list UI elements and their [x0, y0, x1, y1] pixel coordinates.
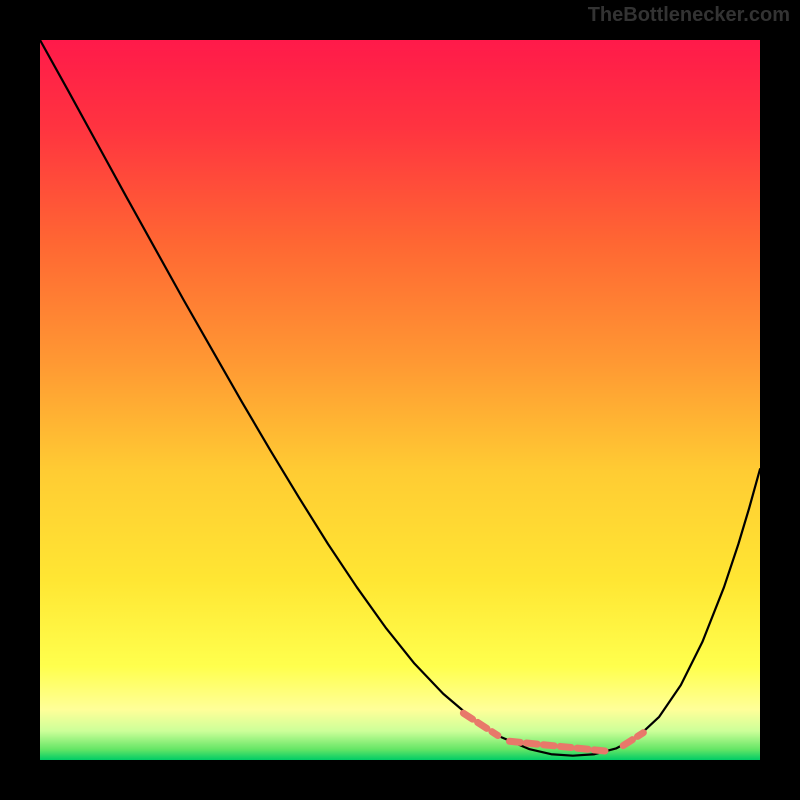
- watermark-text: TheBottlenecker.com: [588, 4, 790, 27]
- gradient-background: [40, 40, 760, 760]
- chart-plot-area: [40, 40, 760, 760]
- chart-svg: [40, 40, 760, 760]
